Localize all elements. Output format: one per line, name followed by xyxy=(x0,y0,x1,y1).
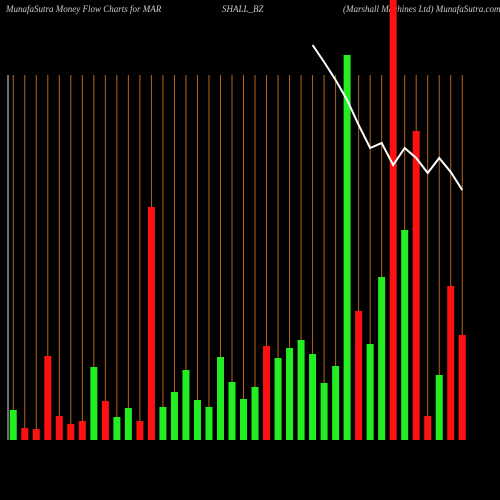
bar xyxy=(320,383,328,440)
bar xyxy=(228,382,236,440)
bar xyxy=(78,421,86,440)
bar xyxy=(412,131,420,440)
bar xyxy=(343,55,351,440)
chart-title: (Marshall Machines Ltd) MunafaSutra.com xyxy=(343,4,500,14)
bar xyxy=(113,417,121,440)
bar xyxy=(147,207,155,440)
bar xyxy=(216,357,224,440)
bar xyxy=(378,277,386,440)
bar xyxy=(170,392,178,440)
bar xyxy=(309,354,317,440)
bar xyxy=(274,358,282,440)
bar xyxy=(251,387,259,440)
bar xyxy=(55,416,63,440)
bar xyxy=(101,401,109,440)
chart-title: SHALL_BZ xyxy=(222,4,265,14)
bar xyxy=(389,0,397,440)
bar xyxy=(447,286,455,440)
bar xyxy=(9,410,17,440)
bar xyxy=(124,408,132,440)
bar xyxy=(159,407,167,440)
chart-title: MunafaSutra Money Flow Charts for MAR xyxy=(5,4,162,14)
bar xyxy=(32,429,40,440)
bar xyxy=(286,348,294,440)
bar xyxy=(205,407,213,440)
bar xyxy=(297,340,305,440)
bar xyxy=(90,367,98,440)
bar xyxy=(401,230,409,440)
bar xyxy=(435,375,443,440)
bar xyxy=(458,335,466,440)
bar xyxy=(263,346,271,440)
bar xyxy=(366,344,374,440)
bar xyxy=(44,356,52,440)
bar xyxy=(424,416,432,440)
bar xyxy=(21,428,29,440)
money-flow-line xyxy=(311,44,464,191)
bar xyxy=(136,421,144,440)
bar xyxy=(193,400,201,440)
bar xyxy=(240,399,248,440)
bar xyxy=(355,311,363,440)
bar xyxy=(332,366,340,440)
bar xyxy=(67,424,75,440)
bar xyxy=(182,370,190,440)
